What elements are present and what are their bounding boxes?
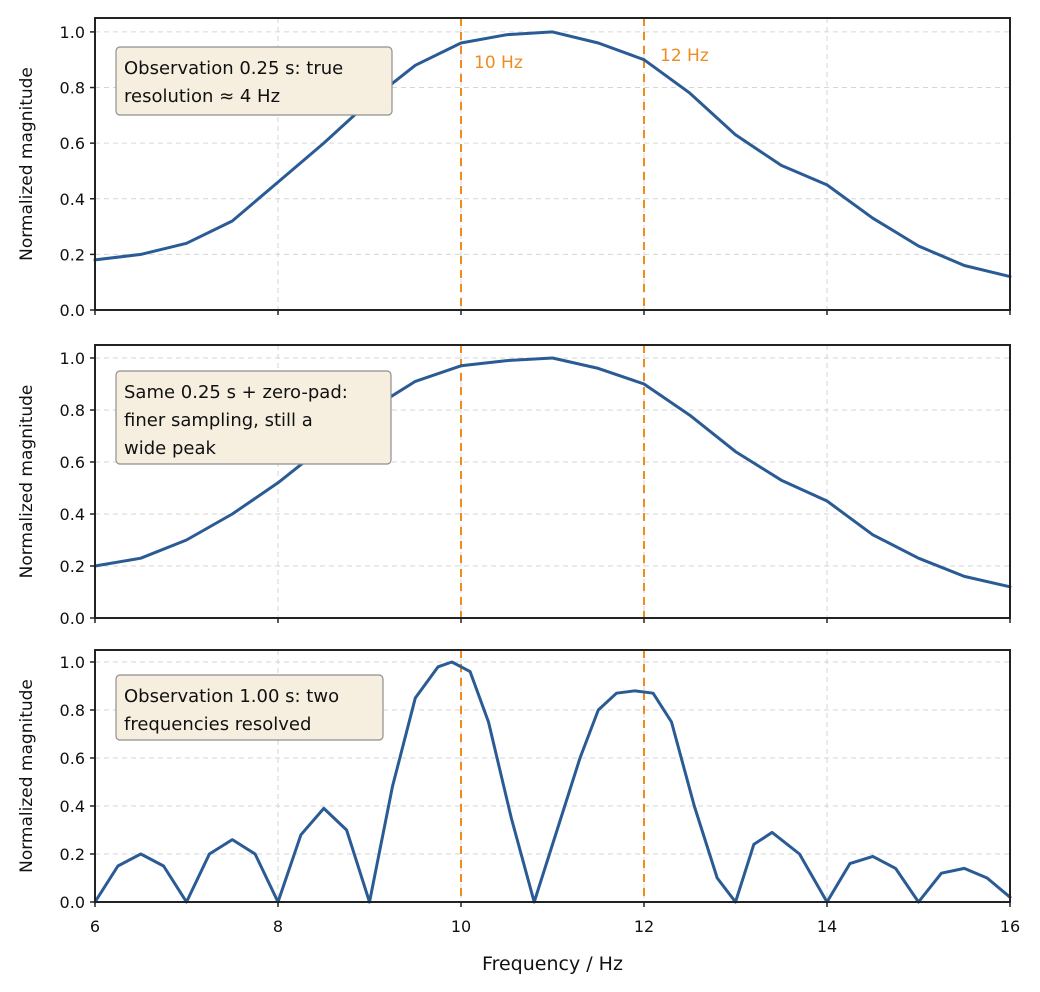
panel-2-ytick-label-1: 0.2 bbox=[60, 557, 85, 576]
panel-3-xtick-label-3: 12 bbox=[634, 917, 654, 936]
panel-3-annotation-box bbox=[115, 674, 384, 741]
panel-2-series-line bbox=[93, 356, 1012, 589]
panel-1-marker-label-1: 10 Hz bbox=[474, 53, 523, 73]
panel-3-annotation-line-1: Observation 1.00 s: two bbox=[124, 686, 339, 707]
panel-3-annotation-line-2: frequencies resolved bbox=[124, 714, 311, 735]
panel-1-ytick-label-0: 0.0 bbox=[60, 301, 85, 320]
panel-2-ytick-label-0: 0.0 bbox=[60, 609, 85, 628]
panel-3-xtick-label-2: 10 bbox=[451, 917, 471, 936]
panel-3-xtick-label-0: 6 bbox=[90, 917, 100, 936]
panel-2-frame bbox=[94, 344, 1011, 619]
panel-2-annotation-box bbox=[115, 370, 392, 465]
panel-3-ylabel: Normalized magnitude bbox=[17, 679, 37, 873]
panel-3-xtick-label-1: 8 bbox=[273, 917, 283, 936]
panel-1-frame bbox=[94, 17, 1011, 311]
panel-2-annotation-line-2: finer sampling, still a bbox=[124, 410, 313, 431]
panel-3-ytick-label-0: 0.0 bbox=[60, 893, 85, 912]
panel-1-ytick-label-5: 1.0 bbox=[60, 23, 85, 42]
panel-2-annotation-line-1: Same 0.25 s + zero-pad: bbox=[124, 382, 348, 403]
panel-1-series-line bbox=[93, 30, 1012, 279]
panel-3-ytick-label-5: 1.0 bbox=[60, 653, 85, 672]
panel-2-ytick-label-5: 1.0 bbox=[60, 349, 85, 368]
panel-1-marker-label-2: 12 Hz bbox=[660, 46, 709, 66]
panel-1-ytick-label-3: 0.6 bbox=[60, 134, 85, 153]
panel-2-ytick-label-2: 0.4 bbox=[60, 505, 85, 524]
panel-2-ytick-label-3: 0.6 bbox=[60, 453, 85, 472]
panel-1-ytick-label-2: 0.4 bbox=[60, 190, 85, 209]
panel-2-ylabel: Normalized magnitude bbox=[17, 385, 37, 579]
panel-3-frame bbox=[94, 649, 1011, 903]
panel-3-series-line bbox=[93, 660, 1012, 904]
panel-1-ytick-label-4: 0.8 bbox=[60, 79, 85, 98]
panel-3-ytick-label-2: 0.4 bbox=[60, 797, 85, 816]
panel-1-annotation-box bbox=[115, 46, 393, 116]
panel-3-xtick-label-4: 14 bbox=[817, 917, 837, 936]
panel-3-xtick-label-5: 16 bbox=[1000, 917, 1020, 936]
panel-3-ytick-label-3: 0.6 bbox=[60, 749, 85, 768]
panel-2-annotation-line-3: wide peak bbox=[124, 438, 216, 459]
panel-2-ytick-label-4: 0.8 bbox=[60, 401, 85, 420]
panel-1-ylabel: Normalized magnitude bbox=[17, 67, 37, 261]
panel-3-ytick-label-1: 0.2 bbox=[60, 845, 85, 864]
panel-3-xlabel: Frequency / Hz bbox=[482, 953, 623, 975]
panel-1-annotation-line-1: Observation 0.25 s: true bbox=[124, 58, 343, 79]
panel-3-ytick-label-4: 0.8 bbox=[60, 701, 85, 720]
panel-1-ytick-label-1: 0.2 bbox=[60, 245, 85, 264]
panel-1-annotation-line-2: resolution ≈ 4 Hz bbox=[124, 86, 280, 107]
